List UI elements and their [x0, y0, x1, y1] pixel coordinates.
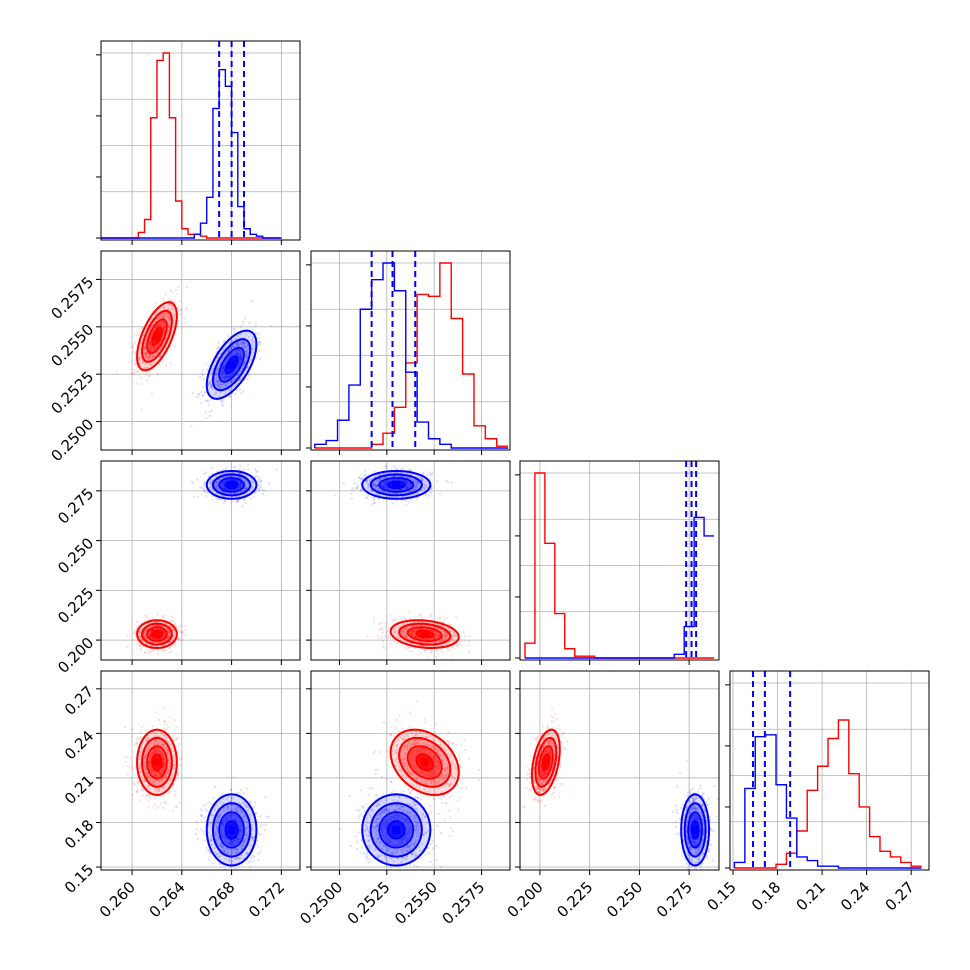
- density-peak-series-1: [227, 360, 236, 369]
- x-tick-label: 0.268: [195, 878, 238, 921]
- density-peak-series-1: [691, 825, 700, 834]
- panel-frame: [310, 250, 511, 451]
- density-peak-series-1: [392, 825, 401, 834]
- panel-frame: [100, 670, 301, 871]
- histogram-series-1: [733, 734, 922, 869]
- panel-frame: [519, 670, 720, 871]
- x-tick-label: 0.250: [603, 878, 646, 921]
- density-peak-series-1: [227, 825, 236, 834]
- panel-3-0: [96, 670, 301, 875]
- y-tick-label: 0.2550: [48, 320, 98, 370]
- x-tick-label: 0.275: [653, 878, 696, 921]
- y-tick-label: 0.27: [61, 682, 97, 718]
- density-peak-series-0: [420, 758, 429, 767]
- x-tick-label: 0.200: [504, 878, 547, 921]
- x-tick-label: 0.272: [245, 878, 288, 921]
- y-tick-label: 0.2500: [48, 415, 98, 465]
- panel-frame: [100, 250, 301, 451]
- y-tick-label: 0.200: [54, 634, 97, 677]
- x-tick-label: 0.2550: [391, 878, 441, 928]
- y-tick-label: 0.21: [61, 772, 97, 808]
- panel-frame: [100, 40, 301, 241]
- histogram-series-0: [314, 262, 509, 449]
- density-peak-series-0: [420, 630, 429, 639]
- panel-frame: [310, 670, 511, 871]
- x-tick-label: 0.21: [793, 878, 829, 914]
- panel-3-1: [306, 670, 511, 875]
- histogram-series-1: [314, 262, 509, 449]
- x-tick-label: 0.2500: [296, 878, 346, 928]
- density-peak-series-1: [392, 480, 401, 489]
- y-tick-label: 0.250: [54, 534, 97, 577]
- density-peak-series-1: [227, 480, 236, 489]
- x-tick-label: 0.260: [96, 878, 139, 921]
- y-tick-label: 0.275: [54, 484, 97, 527]
- panel-1-1: [306, 250, 511, 455]
- density-peak-series-0: [152, 332, 161, 341]
- x-tick-label: 0.225: [553, 878, 596, 921]
- histogram-series-1: [524, 516, 715, 659]
- histogram-series-1: [101, 68, 282, 239]
- y-tick-label: 0.2575: [48, 273, 98, 323]
- x-tick-label: 0.2525: [344, 878, 394, 928]
- x-tick-label: 0.18: [748, 878, 784, 914]
- panel-frame: [310, 460, 511, 661]
- y-tick-label: 0.2525: [48, 368, 98, 418]
- y-tick-label: 0.15: [61, 861, 97, 897]
- panel-0-0: [96, 40, 301, 245]
- y-tick-label: 0.18: [61, 816, 97, 852]
- x-tick-label: 0.27: [882, 878, 918, 914]
- x-tick-label: 0.264: [146, 878, 189, 921]
- density-peak-series-0: [152, 630, 161, 639]
- panel-3-2: [515, 670, 720, 875]
- panel-1-0: [96, 250, 301, 455]
- panel-frame: [100, 460, 301, 661]
- x-tick-label: 0.2575: [439, 878, 489, 928]
- x-tick-label: 0.15: [703, 878, 739, 914]
- panel-2-0: [96, 460, 301, 665]
- y-tick-label: 0.24: [61, 727, 97, 763]
- density-peak-series-0: [152, 758, 161, 767]
- panel-frame: [519, 460, 720, 661]
- histogram-series-0: [101, 52, 282, 239]
- y-tick-label: 0.225: [54, 584, 97, 627]
- x-tick-label: 0.24: [837, 878, 873, 914]
- density-peak-series-0: [541, 758, 550, 767]
- panel-3-3: [725, 670, 930, 875]
- panel-2-2: [515, 460, 720, 665]
- panel-frame: [729, 670, 930, 871]
- histogram-series-0: [734, 719, 922, 869]
- panel-2-1: [306, 460, 511, 665]
